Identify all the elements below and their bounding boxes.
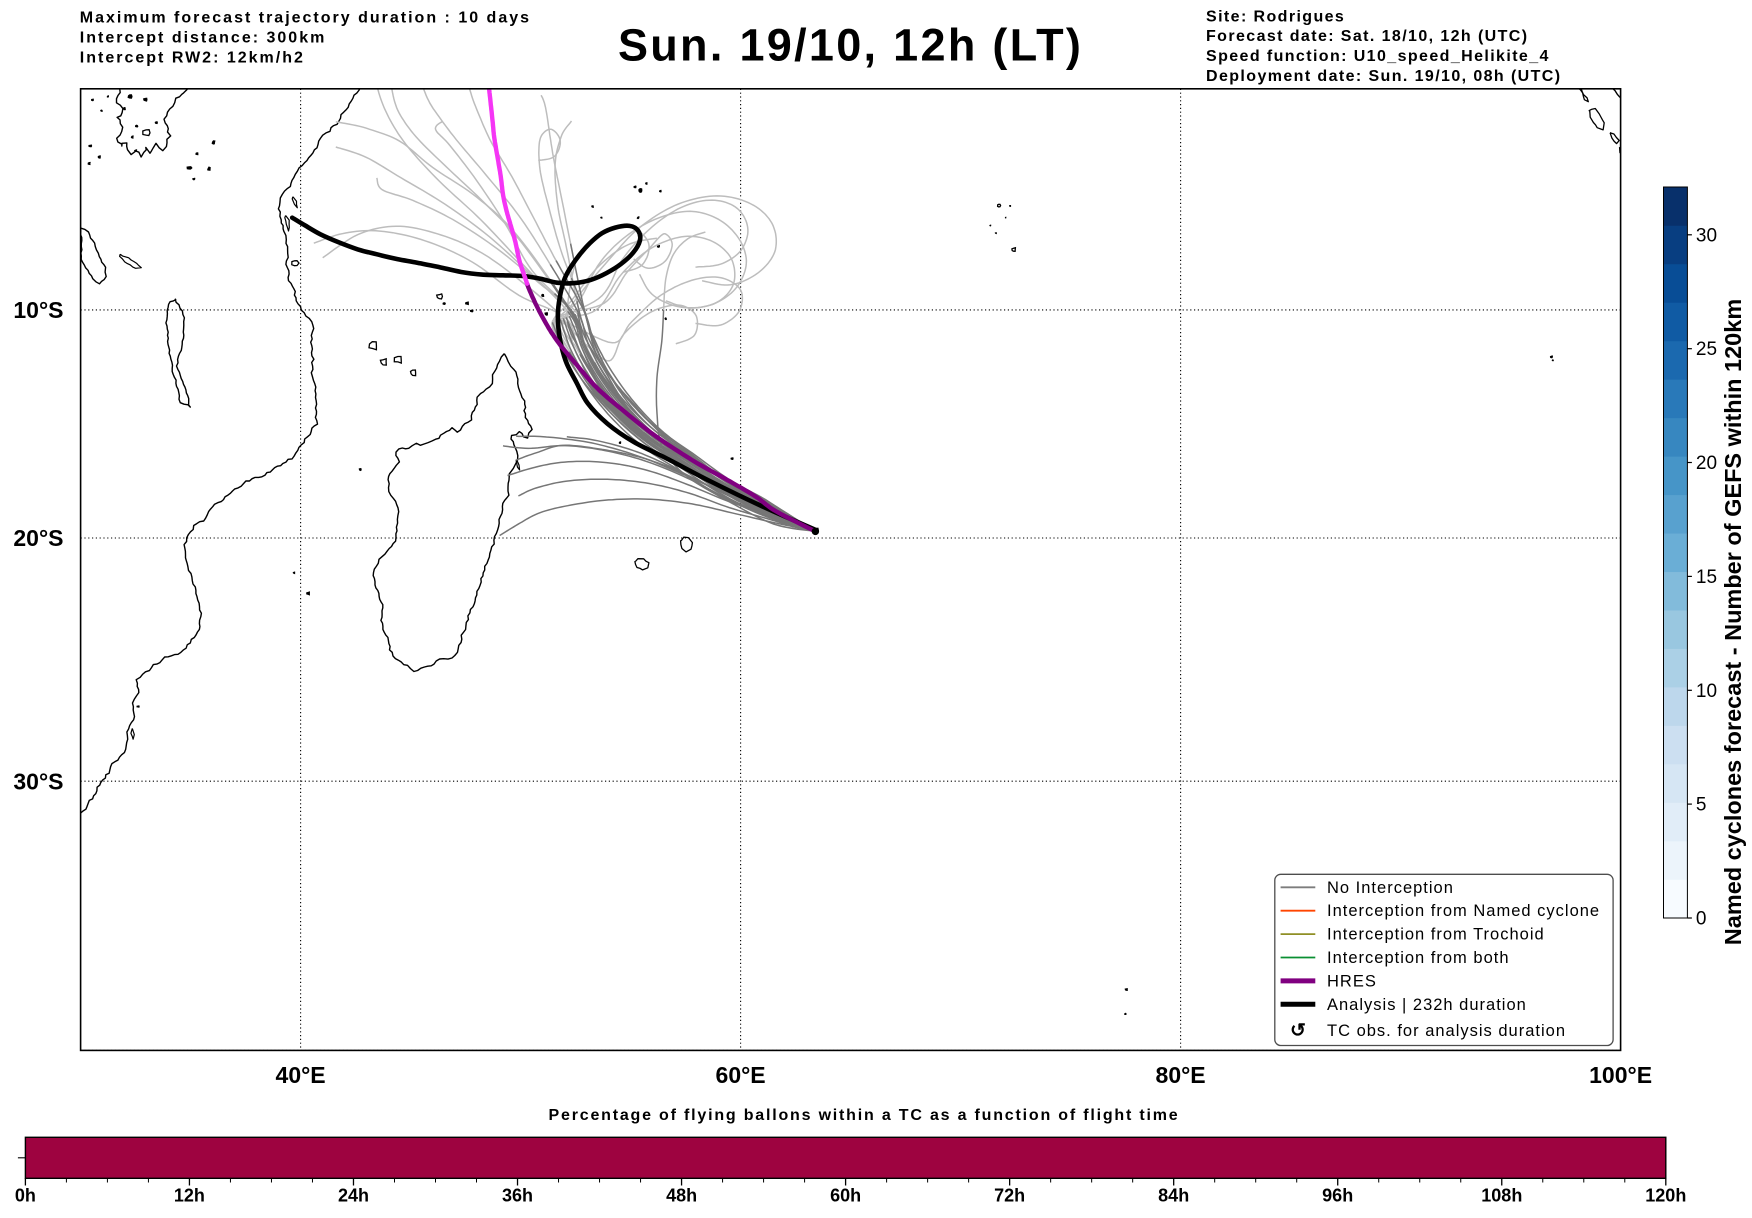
svg-text:No Interception: No Interception — [1327, 879, 1454, 897]
svg-text:Analysis | 232h duration: Analysis | 232h duration — [1327, 996, 1527, 1014]
svg-text:Forecast date: Sat. 18/10, 12h: Forecast date: Sat. 18/10, 12h (UTC) — [1206, 28, 1529, 45]
svg-text:100°E: 100°E — [1589, 1062, 1652, 1088]
svg-text:72h: 72h — [994, 1186, 1025, 1206]
svg-text:5: 5 — [1696, 795, 1707, 816]
svg-text:80°E: 80°E — [1156, 1062, 1206, 1088]
svg-text:48h: 48h — [666, 1186, 697, 1206]
svg-text:Intercept distance: 300km: Intercept distance: 300km — [80, 29, 327, 46]
svg-text:15: 15 — [1696, 567, 1717, 588]
svg-text:Intercept RW2: 12km/h2: Intercept RW2: 12km/h2 — [80, 49, 305, 66]
svg-text:40°E: 40°E — [276, 1062, 326, 1088]
svg-text:Speed function: U10_speed_Heli: Speed function: U10_speed_Helikite_4 — [1206, 48, 1550, 65]
svg-text:0h: 0h — [15, 1186, 36, 1206]
svg-text:20: 20 — [1696, 453, 1717, 474]
svg-text:0: 0 — [1696, 909, 1707, 930]
svg-text:25: 25 — [1696, 339, 1717, 360]
svg-text:30: 30 — [1696, 225, 1717, 246]
svg-text:10°S: 10°S — [13, 297, 63, 323]
svg-text:60°E: 60°E — [716, 1062, 766, 1088]
svg-text:24h: 24h — [338, 1186, 369, 1206]
svg-text:Interception from Trochoid: Interception from Trochoid — [1327, 926, 1545, 944]
svg-text:96h: 96h — [1322, 1186, 1353, 1206]
svg-text:10: 10 — [1696, 681, 1717, 702]
svg-text:↺: ↺ — [1290, 1021, 1306, 1042]
svg-text:Interception from both: Interception from both — [1327, 949, 1510, 967]
svg-text:TC obs. for analysis duration: TC obs. for analysis duration — [1327, 1022, 1566, 1040]
svg-text:HRES: HRES — [1327, 972, 1377, 990]
svg-text:Named cyclones forecast - Numb: Named cyclones forecast - Number of GEFS… — [1720, 299, 1746, 945]
svg-text:108h: 108h — [1481, 1186, 1522, 1206]
svg-text:30°S: 30°S — [13, 768, 63, 794]
svg-text:12h: 12h — [174, 1186, 205, 1206]
svg-text:Maximum forecast trajectory du: Maximum forecast trajectory duration : 1… — [80, 9, 531, 26]
svg-text:Site: Rodrigues: Site: Rodrigues — [1206, 8, 1345, 25]
svg-text:Sun. 19/10, 12h (LT): Sun. 19/10, 12h (LT) — [618, 20, 1083, 71]
svg-text:84h: 84h — [1158, 1186, 1189, 1206]
svg-text:Deployment date: Sun. 19/10, 0: Deployment date: Sun. 19/10, 08h (UTC) — [1206, 68, 1561, 85]
svg-text:60h: 60h — [830, 1186, 861, 1206]
svg-text:120h: 120h — [1645, 1186, 1686, 1206]
svg-text:Percentage of flying ballons w: Percentage of flying ballons within a TC… — [549, 1107, 1180, 1124]
svg-text:20°S: 20°S — [13, 525, 63, 551]
svg-text:Interception from Named cyclon: Interception from Named cyclone — [1327, 902, 1600, 920]
svg-text:36h: 36h — [502, 1186, 533, 1206]
